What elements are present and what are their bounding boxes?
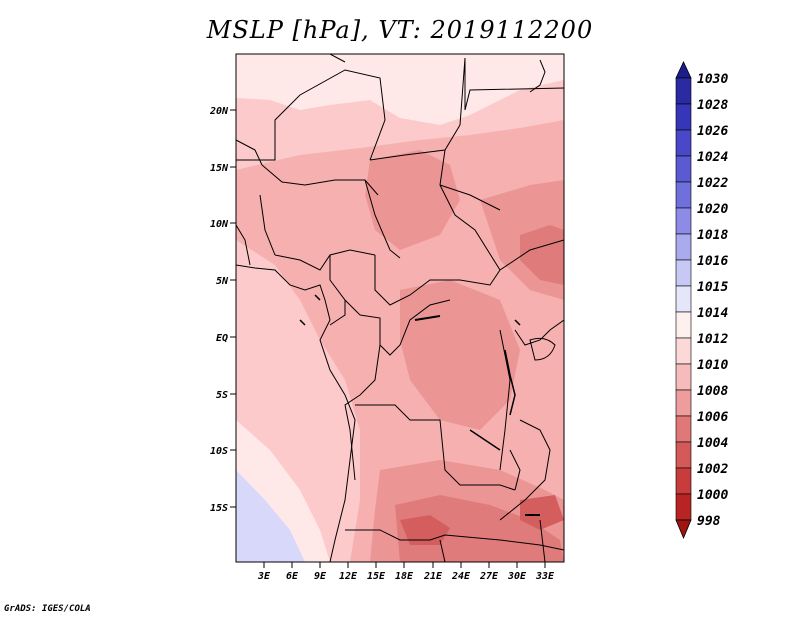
colorbar-swatch [675,77,692,105]
colorbar: 1030 1028 1026 1024 1022 1020 1018 1016 1015 1014… [675,61,728,540]
colorbar-swatch [675,233,692,261]
pressure-field [236,54,564,562]
colorbar-swatch [675,207,692,235]
lat-label: EQ [216,333,228,344]
colorbar-label: 1022 [697,176,728,191]
lon-label: 24E [451,571,471,582]
colorbar-top-arrow [675,61,692,79]
lon-label: 15E [367,571,386,582]
colorbar-bottom-arrow [675,519,692,540]
colorbar-label: 1020 [697,202,728,217]
colorbar-swatch [675,415,692,443]
colorbar-swatch [675,441,692,469]
latitude-axis: 20N 15N 10N 5N EQ 5S 10S 15S [209,106,236,514]
country-borders [236,54,564,562]
colorbar-label: 1015 [697,280,728,295]
field-1016-southwest [236,470,305,562]
lat-label: 10N [210,219,229,230]
lon-label: 12E [339,571,358,582]
colorbar-swatch [675,389,692,417]
colorbar-label: 1004 [697,436,728,451]
lon-label: 3E [257,571,271,582]
colorbar-swatch [675,363,692,391]
colorbar-swatch [675,155,692,183]
field-1008-chad [365,150,460,250]
map-title: MSLP [hPa], VT: 2019112200 [206,16,594,44]
lon-label: 9E [314,571,327,582]
lat-label: 5S [216,390,228,401]
colorbar-swatch [675,337,692,365]
colorbar-swatch [675,181,692,209]
map-frame [235,53,565,563]
colorbar-swatch [675,285,692,313]
colorbar-label: 1010 [697,358,728,373]
colorbar-swatch [675,259,692,287]
colorbar-label: 1028 [697,98,728,113]
lat-label: 20N [209,106,229,117]
field-1014-north [236,54,564,125]
colorbar-label: 1006 [697,410,728,425]
colorbar-label: 1014 [697,306,728,321]
colorbar-swatch [675,311,692,339]
field-1010-central [236,120,564,562]
colorbar-label: 998 [697,514,721,529]
lon-label: 18E [395,571,414,582]
lon-label: 27E [479,571,499,582]
colorbar-label: 1012 [697,332,728,347]
lat-label: 10S [210,446,228,457]
field-1006-ethiopia [520,225,564,285]
lat-label: 15N [210,163,229,174]
lat-label: 15S [210,503,228,514]
colorbar-label: 1018 [697,228,728,243]
colorbar-label: 1024 [697,150,728,165]
colorbar-label: 1002 [697,462,728,477]
lon-label: 30E [507,571,527,582]
lon-label: 33E [535,571,555,582]
colorbar-swatch [675,103,692,131]
grads-credit: GrADS: IGES/COLA [4,604,91,614]
lon-label: 6E [286,571,299,582]
colorbar-label: 1030 [697,72,728,87]
lon-label: 21E [423,571,443,582]
field-1006-south [395,495,564,562]
field-1004-mozambique [520,495,564,530]
longitude-axis: 3E 6E 9E 12E 15E 18E 21E 24E 27E 30E 33E [257,562,555,582]
colorbar-label: 1008 [697,384,728,399]
colorbar-label: 1000 [697,488,728,503]
colorbar-swatch [675,129,692,157]
colorbar-label: 1016 [697,254,728,269]
colorbar-swatch [675,493,692,521]
lat-label: 5N [216,276,229,287]
colorbar-swatch [675,467,692,495]
colorbar-label: 1026 [697,124,728,139]
